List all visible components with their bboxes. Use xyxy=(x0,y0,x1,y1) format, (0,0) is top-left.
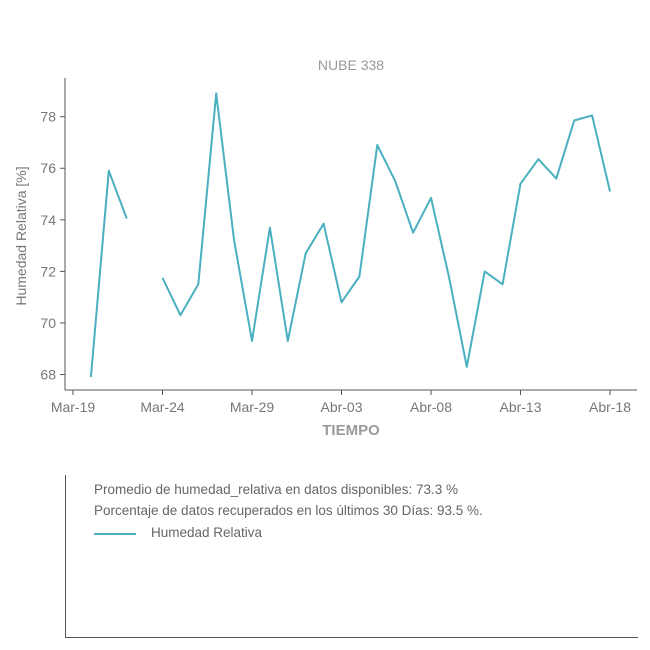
x-tick-label: Mar-24 xyxy=(140,399,185,415)
series-line-segment xyxy=(89,169,128,378)
chart-title: NUBE 338 xyxy=(318,57,384,73)
y-axis-label: Humedad Relativa [%] xyxy=(13,166,29,305)
x-tick-label: Abr-03 xyxy=(320,399,362,415)
humidity-line-chart: NUBE 338 Humedad Relativa [%] TIEMPO 68 7… xyxy=(13,57,637,439)
y-tick-label: 74 xyxy=(40,212,56,228)
y-tick-label: 78 xyxy=(40,109,56,125)
x-axis-label: TIEMPO xyxy=(322,422,380,439)
x-tick-label: Abr-18 xyxy=(589,399,631,415)
x-tick-label: Mar-29 xyxy=(230,399,275,415)
legend-swatch xyxy=(94,533,136,535)
y-tick-label: 72 xyxy=(40,263,56,279)
recovered-percentage-text: Porcentaje de datos recuperados en los ú… xyxy=(94,503,483,518)
y-tick-label: 70 xyxy=(40,315,56,331)
series-line-segment xyxy=(161,92,611,368)
x-tick-label: Abr-13 xyxy=(499,399,541,415)
average-text: Promedio de humedad_relativa en datos di… xyxy=(94,482,458,497)
y-tick-label: 68 xyxy=(40,367,56,383)
y-tick-label: 76 xyxy=(40,160,56,176)
legend-label: Humedad Relativa xyxy=(151,525,263,540)
x-tick-label: Mar-19 xyxy=(51,399,96,415)
info-box: Promedio de humedad_relativa en datos di… xyxy=(65,475,638,638)
x-tick-label: Abr-08 xyxy=(410,399,452,415)
